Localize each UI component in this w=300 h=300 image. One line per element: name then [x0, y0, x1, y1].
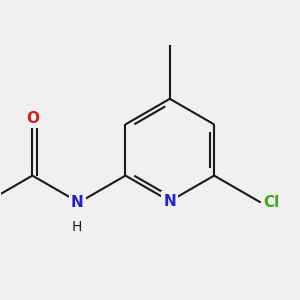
Text: N: N: [71, 195, 84, 210]
Text: O: O: [26, 111, 39, 126]
Text: H: H: [72, 220, 83, 234]
Text: N: N: [164, 194, 176, 209]
Text: Cl: Cl: [263, 195, 280, 210]
